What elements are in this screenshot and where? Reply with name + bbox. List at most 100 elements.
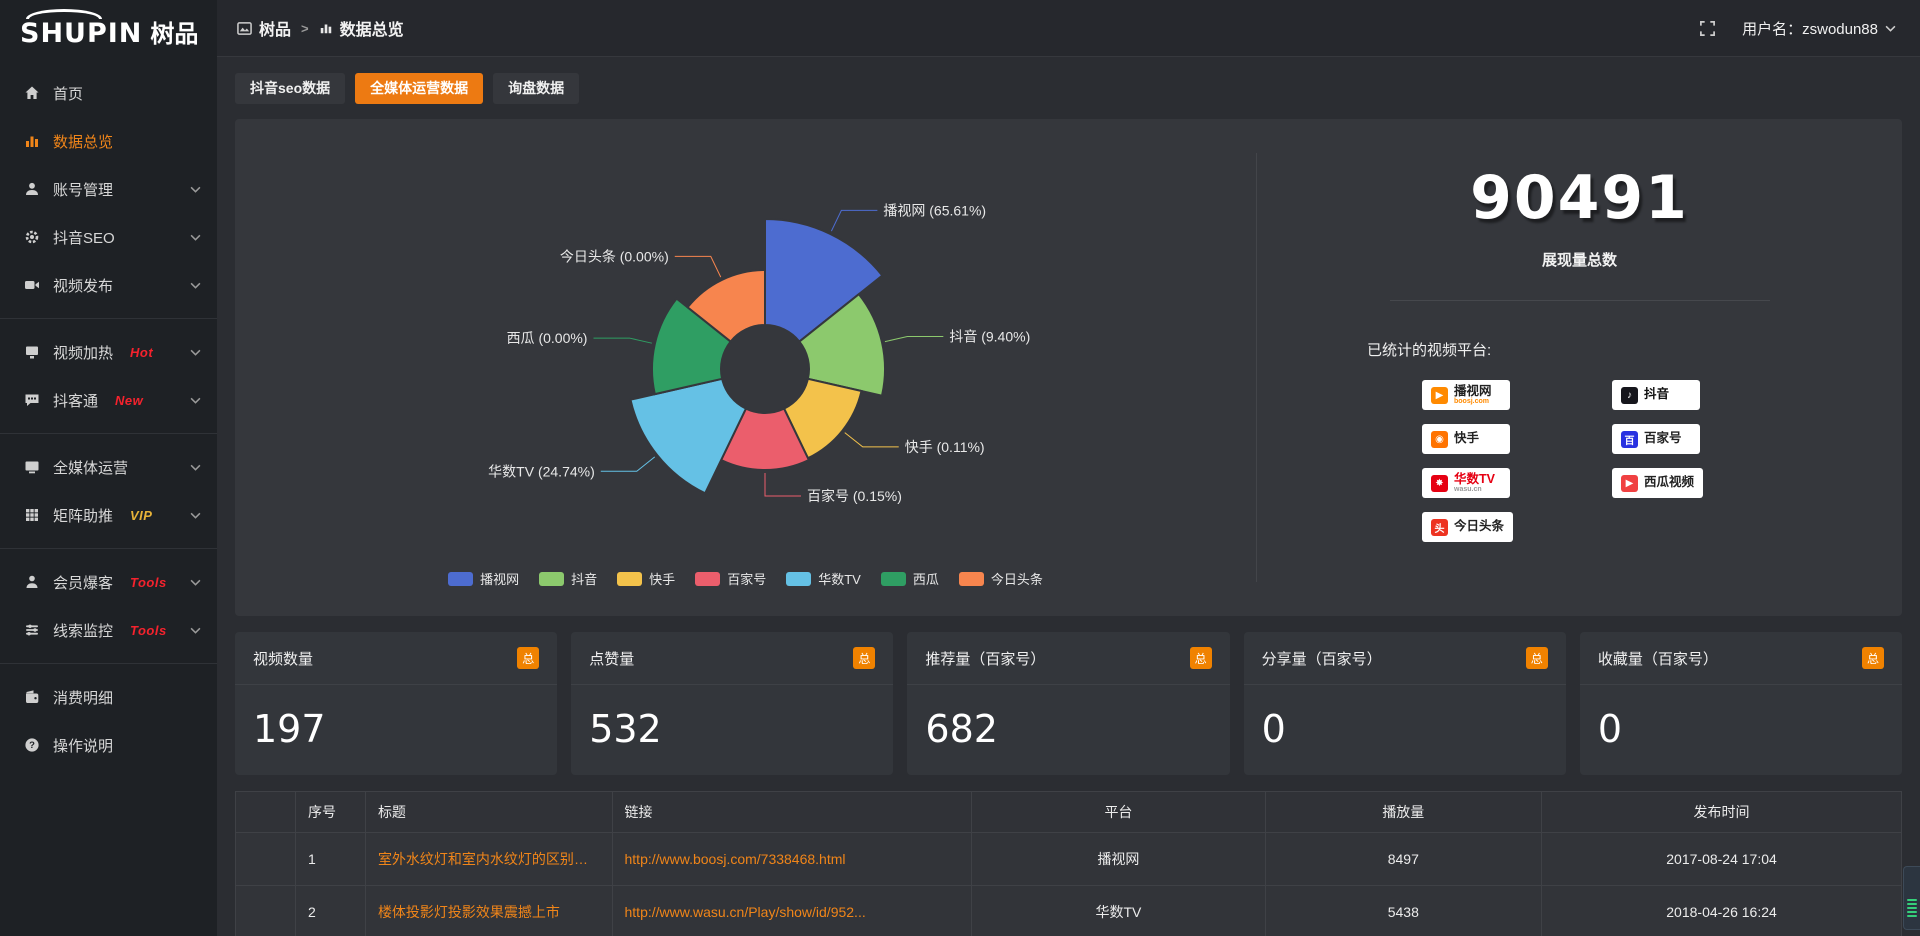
legend-item-西瓜[interactable]: 西瓜: [880, 569, 939, 588]
table-header: 序号 标题 链接 平台 播放量 发布时间: [235, 791, 1902, 833]
pie-label-line: [674, 255, 722, 278]
topbar: 树品 > 数据总览 用户名：zswodun88: [217, 0, 1920, 57]
sidebar-item-data-overview[interactable]: 数据总览: [0, 117, 217, 165]
table-row: 2 楼体投影灯投影效果震撼上市 http://www.wasu.cn/Play/sh…: [235, 885, 1902, 936]
legend-item-抖音[interactable]: 抖音: [539, 569, 597, 588]
column-header-3: 链接: [611, 791, 973, 833]
sidebar-item-member-burst[interactable]: 会员爆客 Tools: [0, 558, 217, 606]
legend-chip: [448, 571, 474, 586]
chevron-down-icon: [190, 234, 201, 241]
app-logo[interactable]: SHUPIN 树品: [0, 0, 217, 57]
user-menu[interactable]: 用户名：zswodun88: [1742, 18, 1896, 39]
chevron-down-icon: [190, 397, 201, 404]
floating-helper-widget[interactable]: [1903, 866, 1920, 930]
platform-name: 快手: [1454, 431, 1480, 446]
stat-card-title: 点赞量: [589, 650, 635, 668]
legend-item-播视网[interactable]: 播视网: [448, 569, 519, 588]
fullscreen-icon[interactable]: [1699, 20, 1716, 37]
stat-card-like-count: 点赞量 总 532: [571, 632, 894, 775]
sidebar-item-operation-guide[interactable]: ? 操作说明: [0, 721, 217, 769]
legend-item-快手[interactable]: 快手: [617, 569, 675, 588]
breadcrumb-item-data-overview[interactable]: 数据总览: [319, 16, 404, 40]
tab-media-operation-data[interactable]: 全媒体运营数据: [355, 73, 484, 104]
table-row: 1 室外水纹灯和室内水纹灯的区别和简介 http://www.boosj.com/7…: [235, 832, 1902, 886]
widget-bar: [1907, 911, 1917, 913]
stat-card-value: 682: [925, 707, 998, 751]
wallet-icon: [24, 689, 40, 705]
cell-published: 2017-08-24 17:04: [1541, 832, 1902, 886]
total-badge: 总: [853, 647, 876, 669]
pie-slice-西瓜[interactable]: [651, 297, 733, 396]
platform-name: 华数TV: [1454, 471, 1495, 486]
tab-inquiry-data[interactable]: 询盘数据: [493, 73, 580, 104]
cell-index: 1: [294, 832, 366, 886]
sidebar-item-badge: Hot: [130, 344, 154, 360]
stat-card-value: 0: [1597, 707, 1622, 751]
cell-title[interactable]: 楼体投影灯投影效果震撼上市: [364, 885, 613, 936]
breadcrumb-item-shupin[interactable]: 树品: [237, 16, 291, 40]
sidebar-item-badge: Tools: [130, 574, 167, 590]
sidebar-item-video-publish[interactable]: 视频发布: [0, 261, 217, 309]
legend-chip: [880, 571, 906, 586]
stat-card-title: 分享量（百家号）: [1261, 650, 1382, 668]
chevron-down-icon: [190, 579, 201, 586]
platform-name: 播视网: [1454, 383, 1492, 398]
sidebar-item-douyin-seo[interactable]: 抖音SEO: [0, 213, 217, 261]
platform-subtext: boosj.com: [1454, 397, 1490, 405]
cell-link[interactable]: http://www.boosj.com/7338468.html: [611, 832, 973, 886]
sidebar-item-media-operation[interactable]: 全媒体运营: [0, 443, 217, 491]
sidebar-item-label: 视频加热: [53, 344, 114, 362]
grid-icon: [24, 507, 40, 523]
stat-card-share-count: 分享量（百家号） 总 0: [1243, 632, 1566, 775]
platform-badge-texts: 百家号: [1644, 432, 1682, 445]
total-badge: 总: [1525, 647, 1548, 669]
column-header-4: 平台: [971, 791, 1266, 833]
cell-index: 2: [294, 885, 366, 936]
platform-badge-kuaishou: ◉ 快手: [1422, 424, 1510, 454]
sidebar-item-home[interactable]: 首页: [0, 69, 217, 117]
platform-badge-texts: 播视网 boosj.com: [1454, 383, 1492, 405]
sidebar-item-matrix-boost[interactable]: 矩阵助推 VIP: [0, 491, 217, 539]
legend-label: 今日头条: [990, 572, 1043, 587]
kuaishou-icon: ◉: [1431, 430, 1448, 448]
sidebar-item-video-heating[interactable]: 视频加热 Hot: [0, 328, 217, 376]
pie-label: 华数TV (24.74%): [488, 463, 595, 479]
video-table-wrap: 序号 标题 链接 平台 播放量 发布时间 1 室外水纹灯和室内水纹灯的区别和简介 http:/…: [235, 791, 1902, 936]
sidebar-item-label: 全媒体运营: [53, 459, 129, 477]
tab-douyin-seo-data[interactable]: 抖音seo数据: [235, 73, 346, 104]
cell-link[interactable]: http://www.wasu.cn/Play/show/id/952...: [611, 885, 973, 936]
username-label: 用户名：zswodun88: [1742, 20, 1878, 38]
legend-item-今日头条[interactable]: 今日头条: [958, 569, 1043, 588]
pie-slice-华数TV[interactable]: [629, 377, 748, 495]
sidebar-item-label: 会员爆客: [53, 574, 114, 592]
user-icon: [24, 181, 40, 197]
legend-item-百家号[interactable]: 百家号: [695, 569, 766, 588]
sidebar-item-consumption-detail[interactable]: 消费明细: [0, 673, 217, 721]
sidebar-item-label: 矩阵助推: [53, 507, 114, 525]
pie-label-line: [844, 432, 899, 448]
toutiao-icon: 头: [1431, 518, 1448, 536]
sidebar-item-label: 数据总览: [53, 133, 114, 151]
cell-title[interactable]: 室外水纹灯和室内水纹灯的区别和简介: [364, 832, 613, 886]
tab-bar: 抖音seo数据 全媒体运营数据 询盘数据: [235, 73, 1902, 104]
impressions-total: 90491: [1470, 163, 1689, 233]
column-header-6: 发布时间: [1541, 791, 1902, 833]
sidebar-item-douketong[interactable]: 抖客通 New: [0, 376, 217, 424]
pie-slice-抖音[interactable]: [797, 292, 886, 397]
stat-cards-row: 视频数量总 197 点赞量总 532 推荐量（百家号）总 682 分享量（百家号）总 0 收藏量…: [235, 632, 1903, 775]
pie-slice-播视网[interactable]: [764, 217, 884, 343]
sidebar-divider: [0, 433, 217, 434]
sidebar-item-lead-monitor[interactable]: 线索监控 Tools: [0, 606, 217, 654]
logo-mark: SHUPIN: [20, 8, 142, 49]
platforms-title: 已统计的视频平台:: [1367, 342, 1492, 359]
chevron-down-icon: [190, 349, 201, 356]
platform-badge-baijiahao: 百百家号: [1612, 424, 1700, 454]
panel-divider: [1256, 153, 1257, 582]
pie-slice-今日头条[interactable]: [686, 268, 766, 343]
sidebar-item-account-management[interactable]: 账号管理: [0, 165, 217, 213]
pie-label: 快手 (0.11%): [905, 439, 985, 455]
stat-card-value: 0: [1261, 707, 1286, 751]
pie-label-line: [764, 473, 801, 497]
total-badge: 总: [1862, 647, 1885, 669]
legend-item-华数TV[interactable]: 华数TV: [786, 569, 861, 588]
